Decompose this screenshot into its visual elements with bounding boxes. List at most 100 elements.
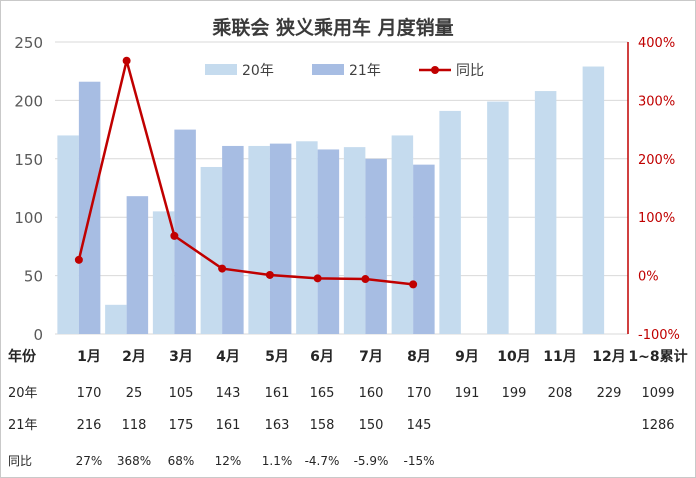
legend-label: 20年	[242, 63, 274, 79]
legend-swatch	[312, 64, 344, 75]
yoy-line-path	[77, 60, 414, 286]
table-row-2021: 21年 216 118 175 161 163 158 150 145 1286	[0, 411, 696, 441]
header-cell: 7月	[359, 349, 383, 365]
y2-tick-label: 200%	[638, 153, 675, 168]
bar-20年-7月	[343, 147, 366, 334]
y2-tick-label: 400%	[638, 36, 675, 51]
table-cell: 170	[76, 386, 102, 401]
header-cell: 5月	[265, 349, 289, 365]
table-cell: -4.7%	[304, 454, 340, 468]
table-cell: 158	[309, 418, 335, 433]
bar-20年-6月	[296, 141, 318, 334]
table-cell	[445, 446, 489, 476]
table-cell: 68%	[167, 454, 195, 468]
table-cell: 12%	[214, 454, 242, 468]
header-cell: 6月	[310, 349, 334, 365]
y-tick-label: 0	[33, 326, 43, 340]
bar-20年-9月	[439, 110, 461, 334]
table-cell: 27%	[75, 454, 103, 468]
yoy-point	[218, 264, 227, 273]
table-cell	[622, 446, 694, 476]
yoy-line	[74, 56, 418, 289]
bar-20年-2月	[105, 304, 127, 334]
table-cell: 105	[168, 386, 194, 401]
y2-tick-label: 300%	[638, 94, 675, 109]
header-label: 年份	[8, 349, 36, 365]
bar-21年-6月	[317, 149, 340, 334]
legend: 20年 21年 同比	[205, 63, 484, 79]
yoy-point	[122, 56, 131, 65]
y-tick-label: 100	[14, 209, 43, 227]
bar-21年-8月	[413, 164, 435, 334]
table-cell: 191	[454, 386, 480, 401]
table-cell: 161	[215, 418, 241, 433]
table-cell: -15%	[403, 454, 435, 468]
y-tick-label: 150	[14, 151, 43, 169]
table-cell: 160	[358, 386, 384, 401]
y-tick-label: 200	[14, 92, 43, 110]
right-axis: -100% 0% 100% 200% 300% 400%	[627, 36, 680, 340]
y-tick-label: 250	[14, 34, 43, 52]
left-axis: 0 50 100 150 200 250	[14, 34, 43, 340]
bar-21年-2月	[126, 196, 149, 334]
legend-swatch	[205, 64, 237, 75]
table-cell: 368%	[116, 454, 152, 468]
bar-21年-4月	[222, 145, 244, 334]
table-cell: 143	[215, 386, 241, 401]
table-cell: 175	[168, 418, 194, 433]
y2-tick-label: 100%	[638, 211, 675, 226]
header-cell: 1月	[77, 349, 101, 365]
table-cell: 1.1%	[261, 454, 293, 468]
bar-20年-10月	[487, 101, 509, 335]
table-cell: 150	[358, 418, 384, 433]
bar-20年-3月	[152, 211, 175, 334]
table-cell: -5.9%	[353, 454, 389, 468]
table-cell	[536, 411, 584, 441]
header-cell: 11月	[543, 349, 577, 365]
yoy-point	[409, 280, 418, 289]
gridlines	[55, 41, 628, 335]
yoy-point	[170, 231, 179, 240]
table-cell: 199	[501, 386, 527, 401]
bar-20年-1月	[57, 135, 79, 334]
y-tick-label: 50	[24, 268, 43, 286]
bar-line-chart: 乘联会 狭义乘用车 月度销量 0 50 100 150 200 250 -100% 0% 10…	[14, 16, 680, 340]
table-cell: 1286	[641, 418, 675, 433]
header-cell: 4月	[216, 349, 240, 365]
yoy-point	[265, 270, 274, 279]
table-cell: 170	[406, 386, 432, 401]
table-cell	[490, 446, 538, 476]
table-cell: 145	[406, 418, 432, 433]
yoy-point	[74, 255, 83, 264]
row-label: 21年	[8, 418, 38, 433]
legend-label: 21年	[349, 63, 381, 79]
table-cell	[445, 411, 489, 441]
table-cell: 229	[596, 386, 622, 401]
bar-20年-5月	[248, 145, 270, 334]
header-cell: 1~8累计	[628, 349, 688, 365]
bar-20年-4月	[200, 166, 223, 334]
table-cell: 1099	[641, 386, 675, 401]
bar-20年-8月	[391, 135, 414, 334]
row-label: 同比	[8, 454, 33, 468]
header-cell: 2月	[122, 349, 146, 365]
table-cell: 163	[264, 418, 290, 433]
y2-tick-label: -100%	[638, 328, 680, 340]
yoy-point	[361, 275, 370, 284]
table-cell	[490, 411, 538, 441]
bar-21年-7月	[365, 158, 387, 334]
table-cell: 25	[125, 386, 143, 401]
table-cell: 208	[547, 386, 573, 401]
table-row-yoy: 同比 27% 368% 68% 12% 1.1% -4.7% -5.9% -15%	[0, 446, 696, 476]
y2-tick-label: 0%	[638, 270, 659, 285]
table-cell	[536, 446, 584, 476]
header-cell: 9月	[455, 349, 479, 365]
header-cell: 10月	[497, 349, 531, 365]
bar-21年-1月	[78, 81, 101, 334]
table-cell: 216	[76, 418, 102, 433]
header-cell: 8月	[407, 349, 431, 365]
table-header-row: 年份 1月 2月 3月 4月 5月 6月 7月 8月 9月 10月 11月 12月 1~8累计	[0, 342, 696, 372]
bar-20年-12月	[582, 66, 605, 334]
yoy-point	[313, 274, 322, 283]
row-label: 20年	[8, 386, 38, 401]
